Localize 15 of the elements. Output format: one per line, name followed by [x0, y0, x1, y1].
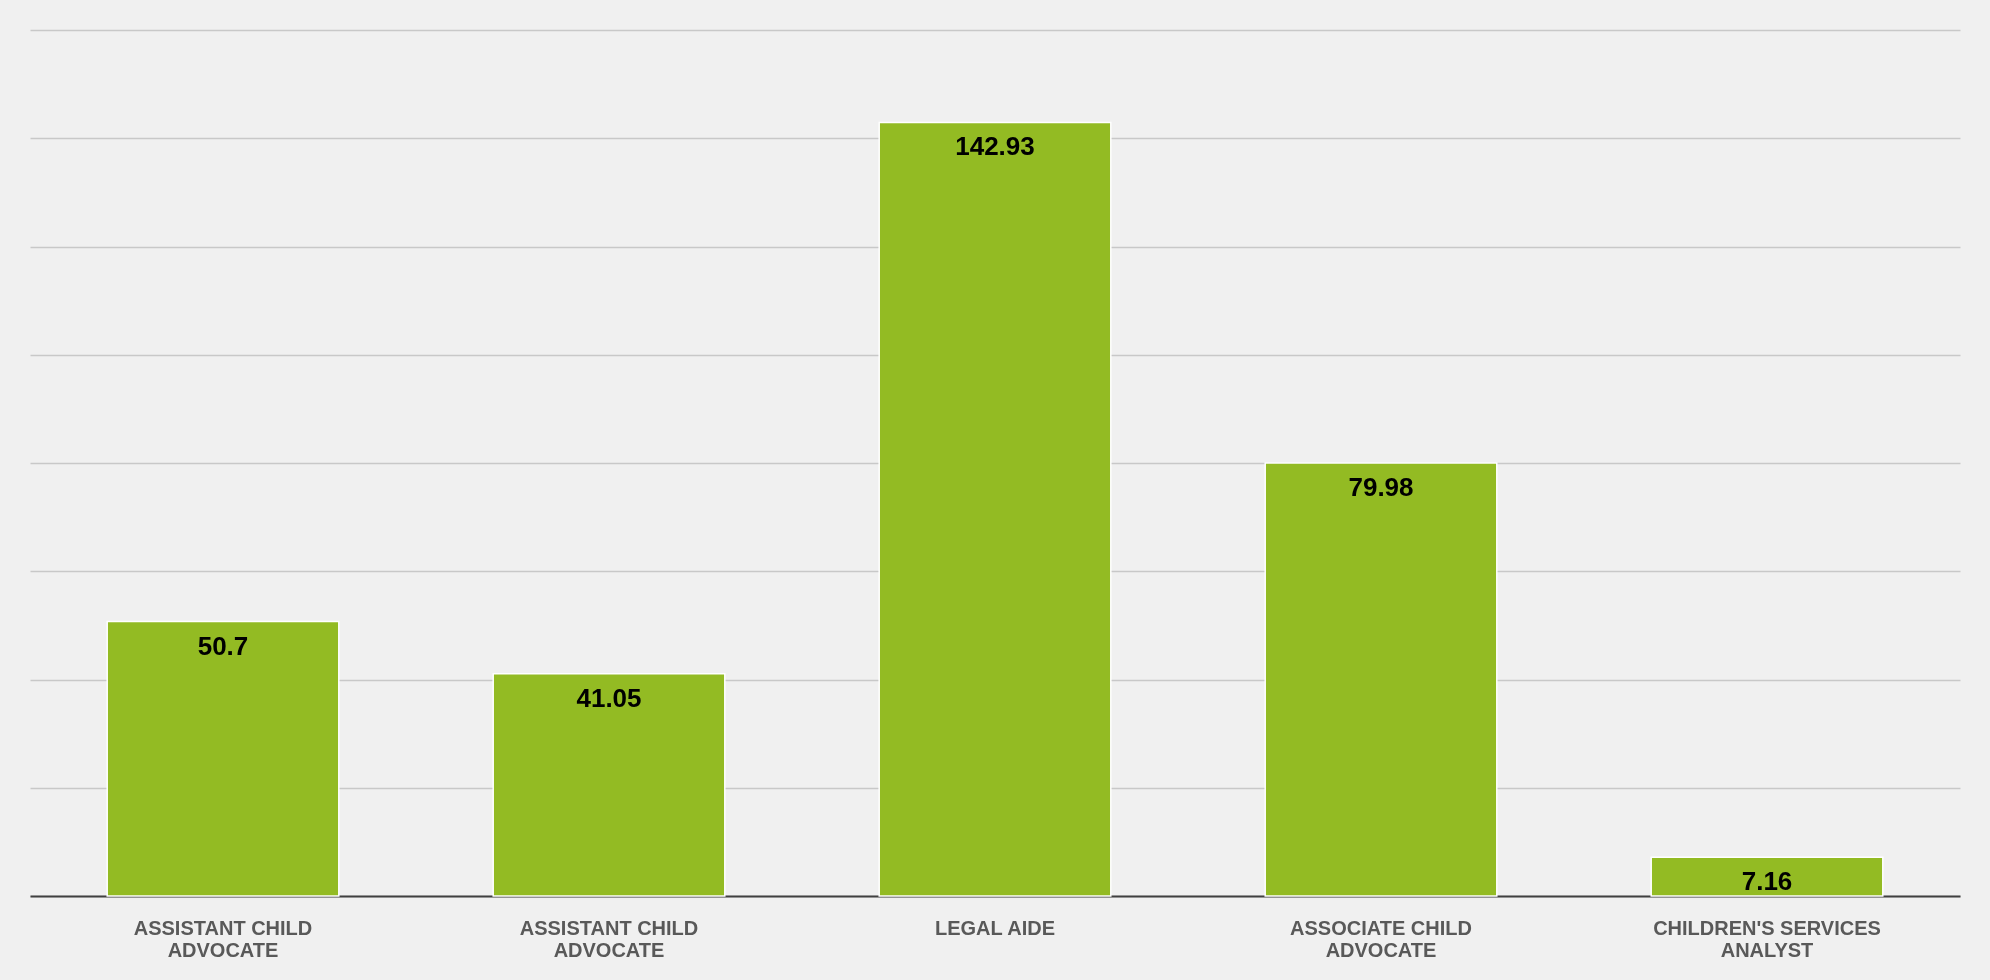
x-tick-label: ASSISTANT CHILD ADVOCATE	[519, 916, 699, 961]
x-tick-label: ASSOCIATE CHILD ADVOCATE	[1290, 916, 1472, 961]
data-label: 41.05	[576, 682, 642, 713]
x-tick-label: ASSISTANT CHILD ADVOCATE	[133, 916, 313, 961]
bar	[106, 620, 340, 897]
data-label: 50.7	[197, 630, 249, 661]
bar	[492, 673, 726, 897]
x-tick-label: CHILDREN'S SERVICES ANALYST	[1653, 916, 1881, 961]
data-label: 7.16	[1741, 866, 1793, 897]
data-label: 142.93	[955, 131, 1035, 162]
bar	[1264, 462, 1498, 897]
x-tick-label: LEGAL AIDE	[934, 916, 1056, 939]
bar	[1650, 856, 1884, 897]
data-label: 79.98	[1348, 472, 1414, 503]
bar	[878, 121, 1112, 897]
